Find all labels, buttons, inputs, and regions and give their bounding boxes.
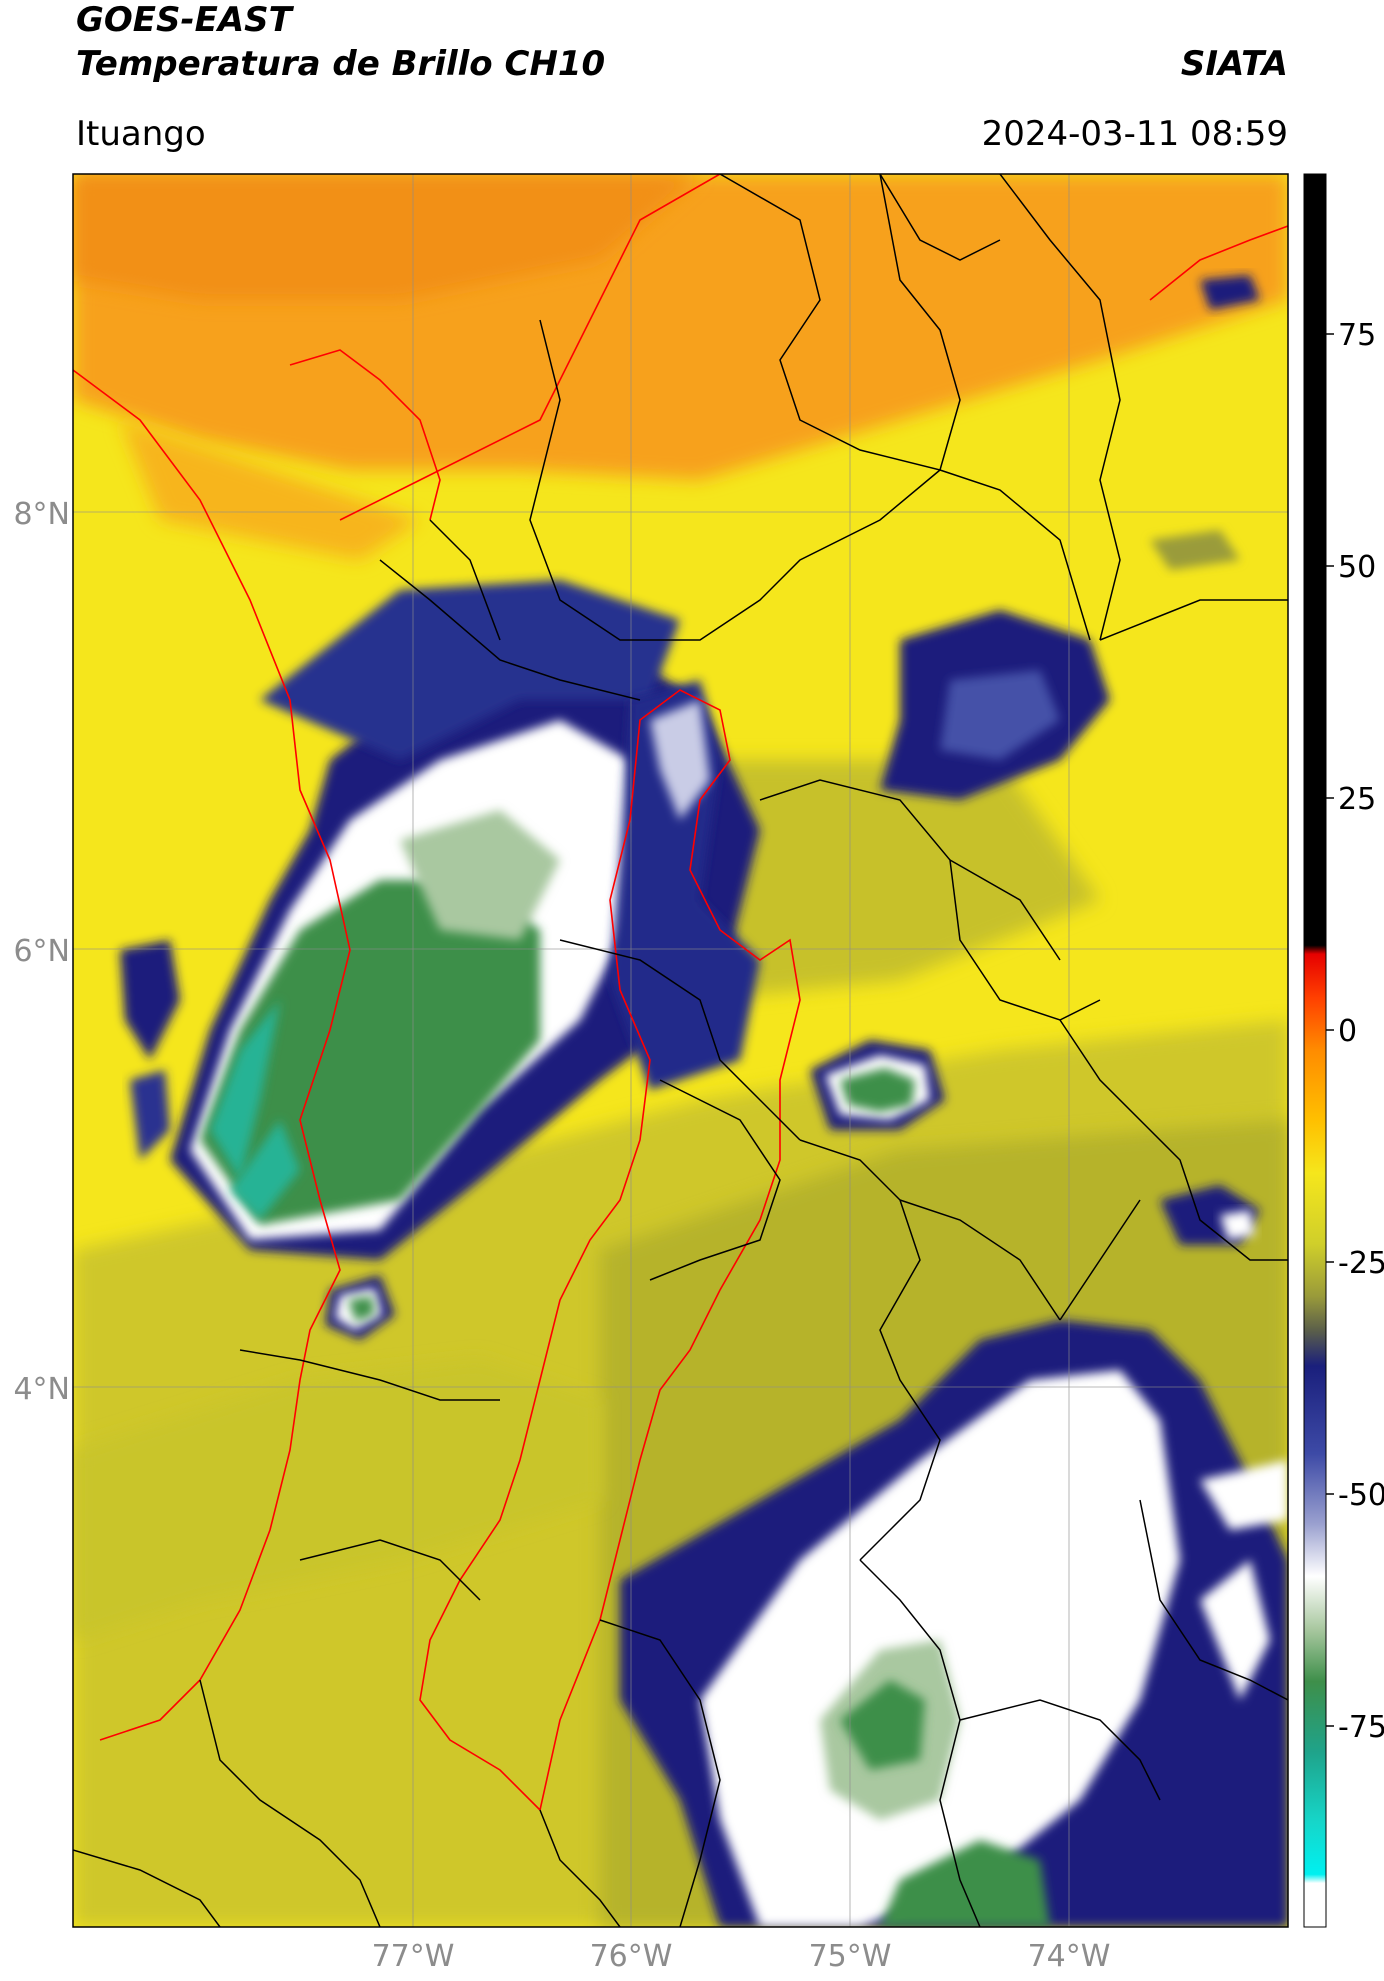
lon-label-77w: 77°W	[372, 1939, 455, 1974]
colorbar-label-minus75: -75	[1338, 1710, 1384, 1745]
black-borders	[73, 174, 1288, 1927]
colorbar-label-minus50: -50	[1338, 1478, 1384, 1513]
colorbar-labels: 75 50 25 0 -25 -50 -75	[1338, 318, 1384, 1745]
brand-label: SIATA	[1180, 44, 1288, 84]
colorbar-label-minus25: -25	[1338, 1246, 1384, 1281]
latitude-labels: 8°N 6°N 4°N	[13, 497, 70, 1407]
lon-label-75w: 75°W	[809, 1939, 892, 1974]
region-label: Ituango	[76, 114, 206, 154]
lon-label-76w: 76°W	[590, 1939, 673, 1974]
lon-label-74w: 74°W	[1028, 1939, 1111, 1974]
colorbar-label-0: 0	[1338, 1014, 1357, 1049]
satellite-title: GOES-EAST	[76, 0, 292, 40]
colorbar-ticks	[1326, 333, 1334, 1727]
colorbar: 75 50 25 0 -25 -50 -75	[1303, 173, 1384, 1928]
red-borders	[73, 174, 1288, 1812]
lat-label-8n: 8°N	[13, 497, 70, 532]
product-title: Temperatura de Brillo CH10	[76, 44, 606, 84]
lat-label-4n: 4°N	[13, 1372, 70, 1407]
colorbar-label-25: 25	[1338, 782, 1376, 817]
lat-label-6n: 6°N	[13, 934, 70, 969]
colorbar-gradient	[1303, 173, 1327, 1928]
datetime-label: 2024-03-11 08:59	[981, 114, 1288, 154]
graticule	[73, 174, 1288, 1927]
colorbar-label-75: 75	[1338, 318, 1376, 353]
longitude-labels: 77°W 76°W 75°W 74°W	[372, 1939, 1111, 1974]
colorbar-label-50: 50	[1338, 550, 1376, 585]
map-frame	[72, 173, 1289, 1928]
brightness-temperature-field	[73, 174, 1288, 1927]
